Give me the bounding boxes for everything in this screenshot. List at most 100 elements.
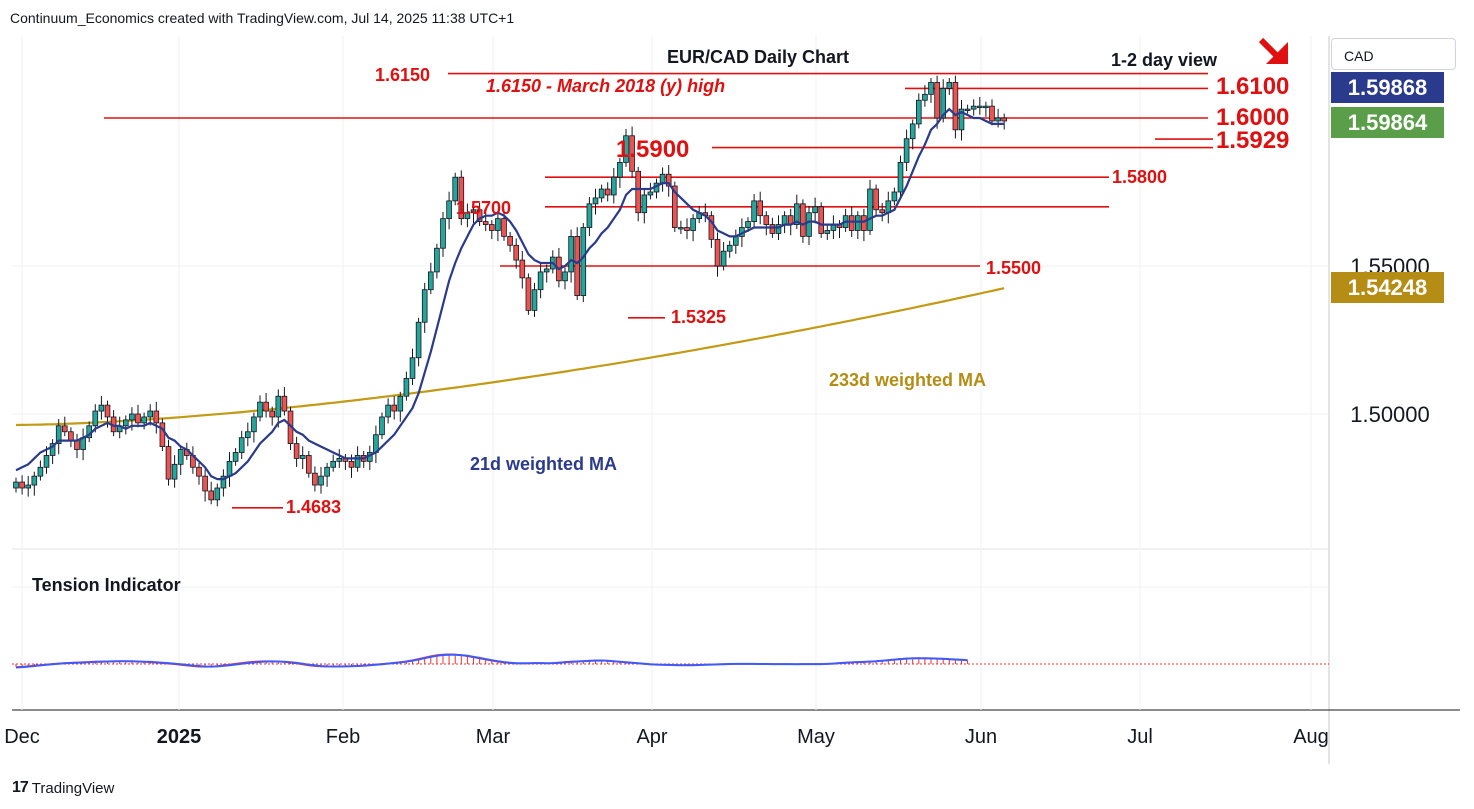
candle-body [421,289,428,323]
candle-body [806,212,812,237]
last-close-tag: 1.59864 [1331,107,1444,138]
candle-body [586,203,593,228]
candle-body [513,244,519,261]
ma233-price-tag: 1.54248 [1331,272,1444,303]
candle-body [745,221,751,228]
candle-body [129,413,135,421]
level-label: 1.5500 [986,258,1041,278]
ma21-label: 21d weighted MA [470,454,617,474]
candle-body [165,446,172,480]
tradingview-logo-text: TradingView [31,779,115,797]
candle-body [238,437,245,453]
candle-body [659,173,666,184]
candle-body [37,466,44,477]
candle-body [684,227,690,231]
candle-body [867,188,873,231]
x-tick-label: Jun [965,726,997,748]
level-annotation: 1.6150 - March 2018 (y) high [486,76,725,96]
candle-body [446,200,452,220]
candle-body [958,108,965,131]
candle-body [68,431,74,442]
candle-body [43,455,50,468]
candle-body [543,268,550,273]
ma21-path [15,107,1005,481]
candle-body [123,419,129,427]
x-tick-label: Aug [1293,726,1329,748]
x-tick-label: Mar [476,726,511,748]
candle-body [409,357,416,379]
candle-body [312,472,318,486]
candle-body [263,401,269,412]
candle-body [397,395,404,412]
candle-body [678,227,684,230]
candle-body [751,200,757,223]
candle-body [909,123,916,140]
candle-body [336,457,343,462]
candle-body [733,235,739,246]
x-tick-label: Dec [4,726,40,748]
candle-body [617,161,623,178]
candle-body [251,416,257,433]
tension-title: Tension Indicator [32,575,181,595]
candle-body [983,105,989,109]
chart-title: EUR/CAD Daily Chart [667,47,849,67]
x-tick-label: May [797,726,835,748]
candle-body [879,209,885,214]
candle-body [257,401,263,418]
candle-body [812,206,818,214]
candle-body [598,188,605,199]
level-label: 1.6100 [1216,73,1289,100]
candle-body [562,271,568,282]
candle-body [977,105,983,109]
tradingview-logo-mark: 17 [12,779,29,796]
candle-body [208,490,215,501]
candle-body [714,238,721,267]
ma233-line [15,287,1005,427]
level-label: 1.5325 [671,307,726,327]
candle-body [74,440,80,450]
tension-indicator [12,653,1329,669]
candle-body [861,215,867,231]
candle-body [952,82,959,131]
candle-body [159,422,166,447]
candle-body [995,117,1001,122]
candle-body [916,99,922,125]
candle-body [855,215,861,231]
candle-body [495,218,501,231]
candle-body [934,82,940,119]
candle-body [848,215,855,231]
tradingview-logo[interactable]: 17 TradingView [12,779,114,797]
candle-body [568,235,574,273]
candle-body [891,191,898,202]
candle-body [464,212,471,220]
candle-body [537,271,544,291]
x-tick-label: Jul [1127,726,1153,748]
candle-body [196,466,202,477]
candle-body [647,191,654,196]
candle-body [476,209,483,222]
level-label: 1.4683 [286,497,341,517]
currency-selector[interactable]: CAD [1331,38,1456,70]
arrow-down-right-icon [1258,37,1288,64]
candle-body [232,452,239,462]
last-bid-tag: 1.59868 [1331,72,1444,103]
candle-body [171,463,178,480]
candle-body [818,206,824,234]
candle-body [641,194,648,214]
candle-body [897,161,904,193]
level-label: 1.5929 [1216,127,1289,154]
candle-body [482,221,489,225]
chart-header: Continuum_Economics created with Trading… [10,10,515,26]
currency-label: CAD [1344,48,1374,64]
candle-body [672,185,678,228]
level-label: 1.6000 [1216,104,1289,131]
candle-body [19,481,25,489]
level-label: 1.5700 [456,198,511,218]
candle-body [281,395,288,412]
candle-body [385,404,391,418]
candle-body [354,455,361,468]
candle-body [98,404,105,412]
ma21-line [15,107,1005,481]
candle-body [31,475,38,486]
